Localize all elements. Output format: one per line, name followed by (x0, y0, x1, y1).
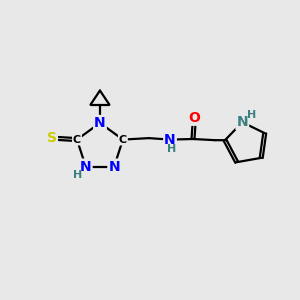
Text: N: N (236, 115, 248, 129)
Text: N: N (108, 160, 120, 174)
Text: S: S (47, 131, 57, 145)
Text: H: H (73, 170, 82, 180)
Text: N: N (164, 133, 176, 147)
Text: C: C (119, 135, 127, 145)
Text: N: N (80, 160, 92, 174)
Text: O: O (188, 111, 200, 125)
Text: H: H (167, 144, 176, 154)
Text: C: C (73, 135, 81, 145)
Text: N: N (94, 116, 106, 130)
Text: H: H (247, 110, 256, 120)
